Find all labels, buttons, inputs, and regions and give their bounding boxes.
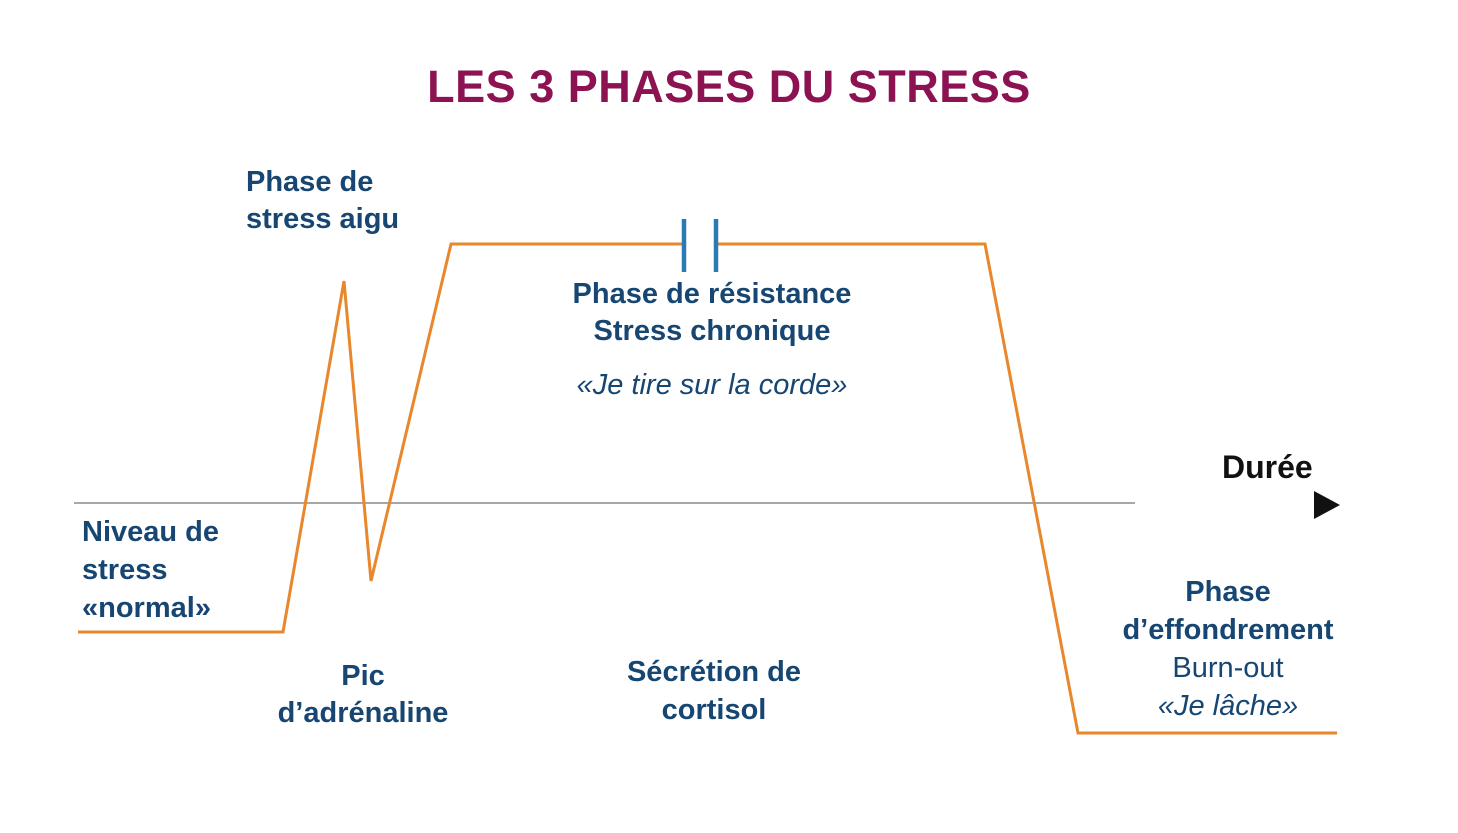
acute-label-line1: Phase de <box>246 166 374 198</box>
adrenaline-label-line2: d’adrénaline <box>277 697 449 729</box>
collapse-label-line1: Phase <box>1185 576 1271 608</box>
page-title: LES 3 PHASES DU STRESS <box>427 61 1031 112</box>
normal-label-line2: stress <box>82 554 168 586</box>
collapse-quote: «Je lâche» <box>1157 690 1299 722</box>
resistance-label-line1: Phase de résistance <box>572 278 852 310</box>
label-duration-axis: Durée <box>1222 449 1313 485</box>
label-adrenaline-peak: Pic d’adrénaline <box>263 658 463 732</box>
label-cortisol-secretion: Sécrétion de cortisol <box>564 653 864 729</box>
cortisol-label-line1: Sécrétion de <box>626 656 802 688</box>
label-resistance-phase: Phase de résistance Stress chronique «Je… <box>462 276 962 404</box>
stress-curve-line <box>78 242 1337 735</box>
resistance-label-line2: Stress chronique <box>593 315 831 347</box>
time-axis-arrow-icon <box>1314 491 1340 519</box>
label-acute-stress-phase: Phase de stress aigu <box>246 164 399 238</box>
acute-label-line2: stress aigu <box>246 203 400 235</box>
collapse-label-line2: d’effondrement <box>1122 614 1334 646</box>
resistance-quote: «Je tire sur la corde» <box>576 369 848 401</box>
label-collapse-phase: Phase d’effondrement Burn-out «Je lâche» <box>1078 573 1378 725</box>
normal-label-line3: «normal» <box>82 592 211 624</box>
adrenaline-label-line1: Pic <box>341 660 385 692</box>
collapse-label-burnout: Burn-out <box>1172 652 1284 684</box>
axis-break-gap <box>686 238 714 250</box>
normal-label-line1: Niveau de <box>82 516 219 548</box>
cortisol-label-line2: cortisol <box>661 694 767 726</box>
label-normal-stress-level: Niveau de stress «normal» <box>82 513 219 627</box>
